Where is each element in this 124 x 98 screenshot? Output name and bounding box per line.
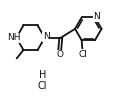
Text: Cl: Cl bbox=[78, 49, 87, 59]
Text: H: H bbox=[39, 70, 46, 80]
Text: NH: NH bbox=[7, 33, 20, 42]
Text: N: N bbox=[93, 12, 100, 21]
Text: Cl: Cl bbox=[38, 81, 47, 91]
Text: O: O bbox=[56, 50, 63, 59]
Text: N: N bbox=[43, 32, 49, 41]
